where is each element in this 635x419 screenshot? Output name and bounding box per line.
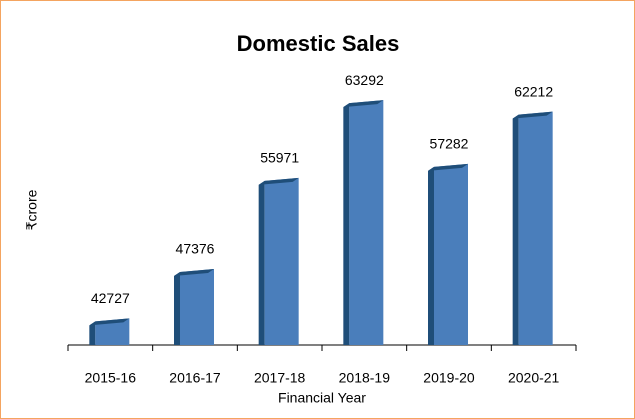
bar-side bbox=[174, 272, 180, 345]
bar-side bbox=[428, 166, 434, 345]
x-tick-label: 2017-18 bbox=[254, 370, 306, 386]
bar-top bbox=[89, 318, 130, 326]
bar-top bbox=[343, 100, 384, 108]
bar-top bbox=[428, 163, 468, 171]
data-label: 47376 bbox=[176, 241, 215, 257]
bar-side bbox=[343, 103, 350, 345]
bar bbox=[512, 111, 553, 345]
x-tick-label: 2020-21 bbox=[508, 370, 560, 386]
chart-title: Domestic Sales bbox=[237, 31, 400, 56]
bar-front bbox=[264, 177, 299, 345]
x-tick-label: 2019-20 bbox=[423, 370, 475, 386]
bar-top bbox=[174, 269, 214, 277]
bar-top bbox=[512, 111, 553, 119]
data-label: 63292 bbox=[345, 72, 384, 88]
data-label: 57282 bbox=[430, 136, 469, 152]
data-label: 55971 bbox=[260, 150, 299, 166]
bar bbox=[258, 177, 299, 345]
bar-front bbox=[180, 269, 214, 345]
bar bbox=[428, 163, 468, 345]
x-tick-label: 2016-17 bbox=[169, 370, 221, 386]
bar-side bbox=[89, 321, 96, 345]
bar bbox=[174, 269, 214, 345]
bar-side bbox=[258, 180, 265, 345]
x-axis-title: Financial Year bbox=[278, 390, 366, 406]
x-tick-label: 2015-16 bbox=[85, 370, 137, 386]
y-axis-title: ₹crore bbox=[24, 189, 40, 230]
bar bbox=[343, 100, 384, 345]
data-label: 42727 bbox=[91, 290, 130, 306]
bar bbox=[89, 318, 130, 345]
bar-front bbox=[95, 318, 130, 345]
bar-front bbox=[349, 100, 384, 345]
bar-side bbox=[512, 114, 519, 345]
data-label: 62212 bbox=[514, 83, 553, 99]
bar-front bbox=[434, 163, 468, 345]
x-tick-label: 2018-19 bbox=[339, 370, 391, 386]
bar-top bbox=[258, 177, 299, 185]
bar-front bbox=[518, 111, 553, 345]
